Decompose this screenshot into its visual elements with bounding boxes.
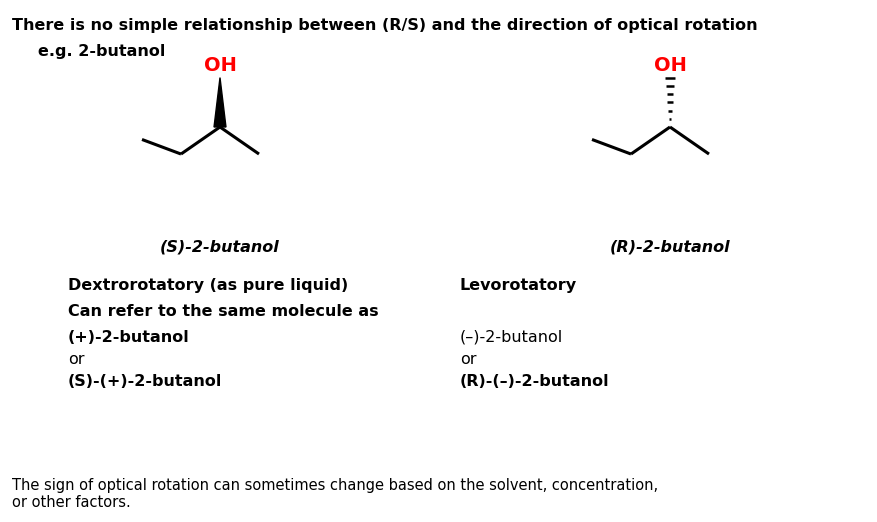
Text: Levorotatory: Levorotatory — [460, 278, 576, 293]
Text: (S)-2-butanol: (S)-2-butanol — [160, 240, 280, 255]
Text: OH: OH — [203, 56, 236, 75]
Text: e.g. 2-butanol: e.g. 2-butanol — [38, 44, 165, 59]
Text: or: or — [460, 352, 476, 367]
Text: (–)-2-butanol: (–)-2-butanol — [460, 330, 563, 345]
Text: Can refer to the same molecule as: Can refer to the same molecule as — [68, 304, 378, 319]
Text: Dextrorotatory (as pure liquid): Dextrorotatory (as pure liquid) — [68, 278, 348, 293]
Polygon shape — [214, 78, 225, 127]
Text: (R)-(–)-2-butanol: (R)-(–)-2-butanol — [460, 374, 609, 389]
Text: (+)-2-butanol: (+)-2-butanol — [68, 330, 189, 345]
Text: OH: OH — [652, 56, 686, 75]
Text: (S)-(+)-2-butanol: (S)-(+)-2-butanol — [68, 374, 222, 389]
Text: There is no simple relationship between (R/S) and the direction of optical rotat: There is no simple relationship between … — [12, 18, 757, 33]
Text: (R)-2-butanol: (R)-2-butanol — [609, 240, 730, 255]
Text: The sign of optical rotation can sometimes change based on the solvent, concentr: The sign of optical rotation can sometim… — [12, 478, 658, 511]
Text: or: or — [68, 352, 84, 367]
